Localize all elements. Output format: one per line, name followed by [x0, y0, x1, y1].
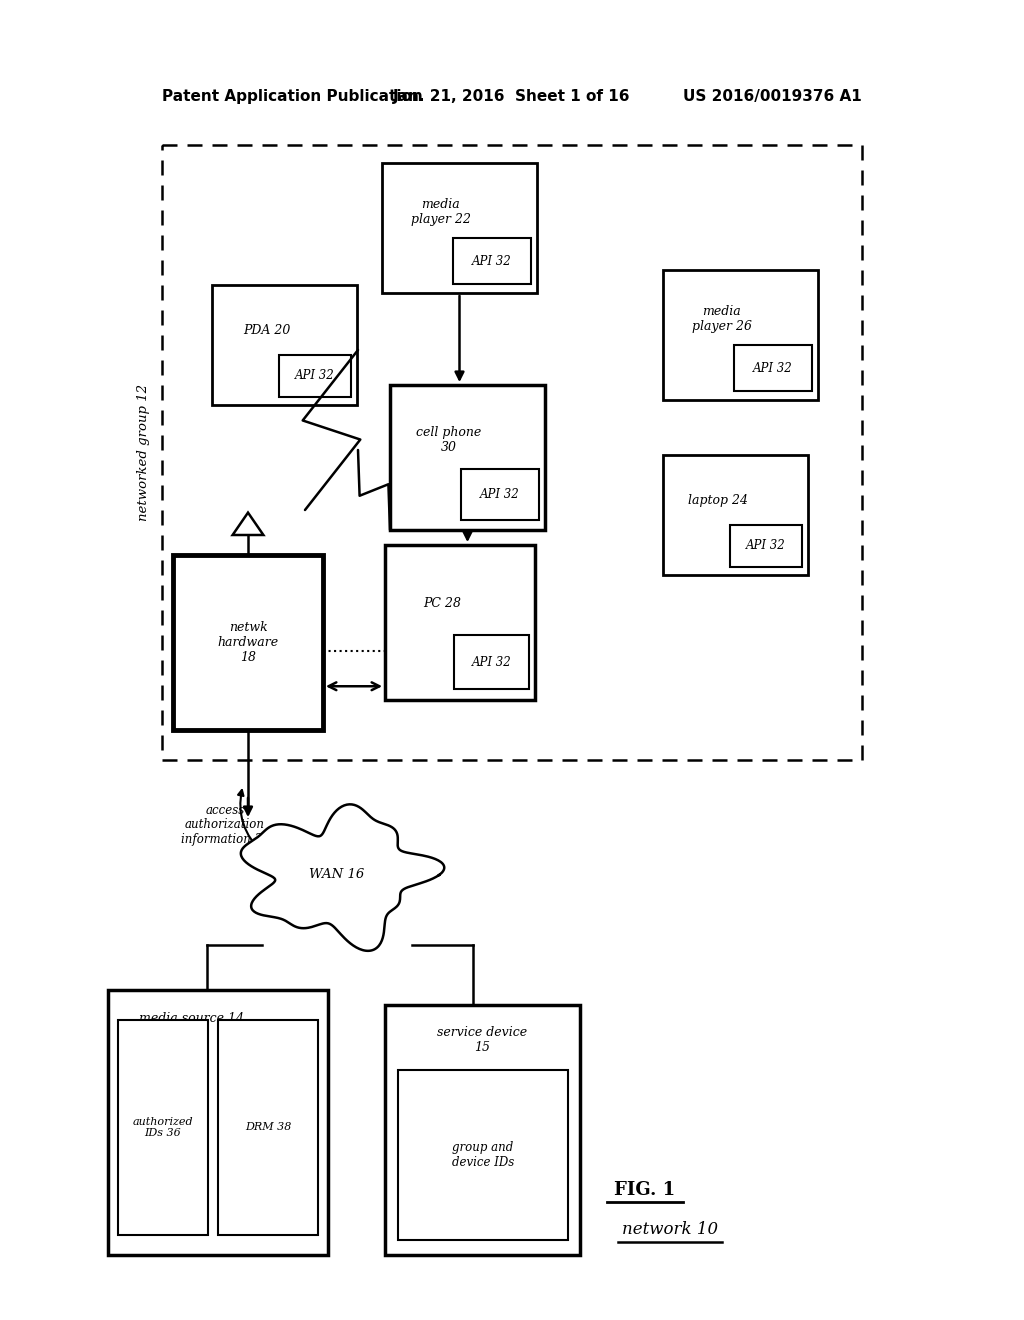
Text: media
player 26: media player 26 — [692, 305, 752, 334]
Text: authorized
IDs 36: authorized IDs 36 — [133, 1117, 194, 1138]
Text: netwk
hardware
18: netwk hardware 18 — [217, 620, 279, 664]
Text: API 32: API 32 — [746, 539, 785, 552]
Text: DRM 38: DRM 38 — [245, 1122, 291, 1133]
Text: WAN 16: WAN 16 — [309, 869, 365, 882]
Bar — [461, 469, 539, 520]
Bar — [212, 285, 357, 405]
Text: media
player 22: media player 22 — [411, 198, 471, 227]
Bar — [385, 545, 535, 700]
Bar — [398, 1071, 568, 1239]
Text: media source 14: media source 14 — [139, 1011, 244, 1024]
Polygon shape — [241, 804, 444, 950]
Text: networked group 12: networked group 12 — [137, 384, 151, 521]
Text: API 32: API 32 — [472, 656, 511, 668]
Text: FIG. 1: FIG. 1 — [614, 1181, 676, 1199]
Bar — [730, 524, 802, 566]
Text: Patent Application Publication: Patent Application Publication — [162, 90, 423, 104]
Bar — [162, 145, 862, 760]
Text: cell phone
30: cell phone 30 — [417, 426, 481, 454]
Bar — [663, 455, 808, 576]
Bar — [385, 1005, 580, 1255]
Bar — [108, 990, 328, 1255]
Bar — [173, 554, 323, 730]
Text: US 2016/0019376 A1: US 2016/0019376 A1 — [683, 90, 862, 104]
Text: service device
15: service device 15 — [437, 1026, 527, 1053]
Text: API 32: API 32 — [295, 370, 335, 381]
Bar — [734, 346, 812, 391]
Text: Jan. 21, 2016  Sheet 1 of 16: Jan. 21, 2016 Sheet 1 of 16 — [393, 90, 631, 104]
Text: group and
device IDs: group and device IDs — [452, 1140, 514, 1170]
Text: laptop 24: laptop 24 — [688, 494, 749, 507]
Bar — [454, 239, 530, 284]
Bar — [382, 162, 537, 293]
Text: API 32: API 32 — [472, 255, 512, 268]
Text: API 32: API 32 — [480, 488, 520, 502]
Bar — [118, 1020, 208, 1236]
Text: network 10: network 10 — [622, 1221, 718, 1238]
Text: PC 28: PC 28 — [423, 598, 461, 610]
Bar — [279, 355, 351, 396]
Bar — [454, 635, 529, 689]
Text: access
authorization
information 34: access authorization information 34 — [180, 804, 269, 846]
Bar — [663, 271, 818, 400]
Bar — [390, 385, 545, 531]
Bar — [218, 1020, 318, 1236]
Text: PDA 20: PDA 20 — [244, 325, 291, 337]
Text: API 32: API 32 — [754, 362, 793, 375]
